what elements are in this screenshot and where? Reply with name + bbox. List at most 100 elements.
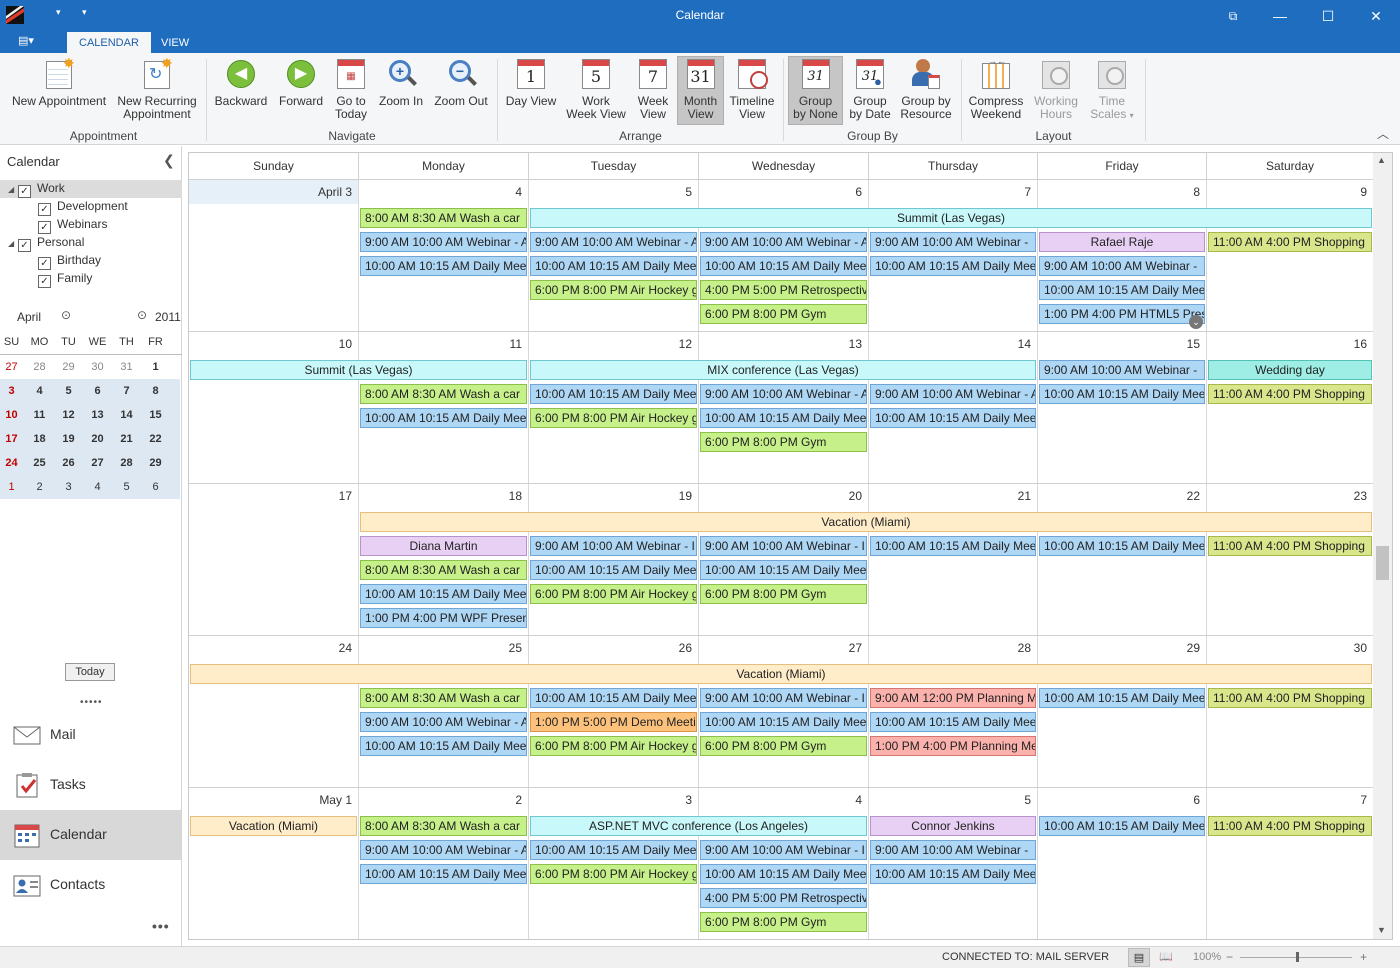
appointment[interactable]: 11:00 AM 4:00 PM Shopping [1208, 688, 1372, 708]
scrollbar-thumb[interactable] [1376, 546, 1389, 580]
appointment[interactable]: 10:00 AM 10:15 AM Daily Mee [700, 408, 867, 428]
app-menu-icon[interactable]: ▤▾ [18, 35, 34, 47]
week-row[interactable] [189, 180, 1374, 332]
zoom-in-button[interactable]: + Zoom In [376, 57, 426, 108]
minical-day[interactable]: 1 [8, 481, 15, 493]
appointment[interactable]: 8:00 AM 8:30 AM Wash a car [360, 816, 527, 836]
zoom-out-button[interactable]: − Zoom Out [432, 57, 490, 108]
appointment[interactable]: 10:00 AM 10:15 AM Daily Mee [870, 712, 1036, 732]
minical-day[interactable]: 27 [5, 361, 18, 373]
day-number[interactable]: 10 [338, 337, 352, 351]
minical-day[interactable]: 21 [120, 433, 133, 445]
day-number[interactable]: 5 [1024, 793, 1031, 807]
day-number[interactable]: 15 [1186, 337, 1200, 351]
day-number[interactable]: 25 [508, 641, 522, 655]
minimize-button[interactable]: — [1273, 8, 1287, 24]
tab-view[interactable]: VIEW [161, 37, 190, 49]
appointment[interactable]: Wedding day [1208, 360, 1372, 380]
appointment[interactable]: Rafael Raje [1039, 232, 1205, 252]
minical-day[interactable]: 18 [33, 433, 46, 445]
appointment[interactable]: 10:00 AM 10:15 AM Daily Mee [530, 688, 697, 708]
appointment[interactable]: Diana Martin [360, 536, 527, 556]
day-number[interactable]: 24 [338, 641, 352, 655]
appointment[interactable]: 10:00 AM 10:15 AM Daily Mee [1039, 816, 1205, 836]
quick-access-dropdown-icon[interactable]: ▾ [56, 7, 61, 17]
checkbox-icon[interactable]: ✓ [38, 221, 51, 234]
appointment[interactable]: 8:00 AM 8:30 AM Wash a car [360, 208, 527, 228]
day-number[interactable]: 6 [855, 185, 862, 199]
maximize-button[interactable]: ☐ [1321, 8, 1335, 24]
nav-contacts[interactable]: Contacts [0, 860, 181, 910]
minical-day[interactable]: 28 [120, 457, 133, 469]
week-view-button[interactable]: 7 Week View [633, 57, 673, 121]
tree-item-webinars[interactable]: ✓ Webinars [38, 215, 107, 234]
zoom-slider-knob[interactable] [1296, 952, 1299, 962]
minical-day[interactable]: 19 [62, 433, 75, 445]
day-number[interactable]: 22 [1186, 489, 1200, 503]
appointment[interactable]: 6:00 PM 8:00 PM Gym [700, 584, 867, 604]
day-number[interactable]: 21 [1017, 489, 1031, 503]
new-appointment-button[interactable]: ✸ New Appointment [10, 56, 108, 108]
appointment[interactable]: 9:00 AM 10:00 AM Webinar - A [700, 384, 867, 404]
scroll-down-icon[interactable]: ▼ [1377, 925, 1386, 935]
appointment[interactable]: 11:00 AM 4:00 PM Shopping [1208, 384, 1372, 404]
scroll-up-icon[interactable]: ▲ [1377, 155, 1386, 165]
day-number[interactable]: 13 [848, 337, 862, 351]
appointment[interactable]: 10:00 AM 10:15 AM Daily Mee [1039, 688, 1205, 708]
checkbox-icon[interactable]: ✓ [18, 239, 31, 252]
minical-day[interactable]: 8 [152, 385, 159, 397]
minical-day[interactable]: 10 [5, 409, 18, 421]
appointment[interactable]: 8:00 AM 8:30 AM Wash a car [360, 688, 527, 708]
appointment[interactable]: 10:00 AM 10:15 AM Daily Mee [870, 408, 1036, 428]
minical-day[interactable]: 30 [91, 361, 104, 373]
new-recurring-appointment-button[interactable]: ↻ ✸ New Recurring Appointment [112, 56, 202, 121]
day-number[interactable]: 7 [1360, 793, 1367, 807]
more-options-icon[interactable]: ••• [152, 918, 170, 934]
checkbox-icon[interactable]: ✓ [38, 257, 51, 270]
appointment[interactable]: 9:00 AM 10:00 AM Webinar - I [700, 840, 867, 860]
appointment[interactable]: Vacation (Miami) [360, 512, 1372, 532]
minical-day[interactable]: 7 [123, 385, 130, 397]
tree-item-work[interactable]: ◢ ✓ Work [8, 179, 65, 198]
minical-day[interactable]: 3 [65, 481, 72, 493]
day-number[interactable]: 28 [1017, 641, 1031, 655]
appointment[interactable]: 9:00 AM 10:00 AM Webinar - [870, 840, 1036, 860]
day-view-button[interactable]: 1 Day View [505, 57, 557, 108]
minical-day[interactable]: 14 [120, 409, 133, 421]
backward-button[interactable]: ◀ Backward [212, 57, 270, 108]
month-view-button[interactable]: 31 Month View [677, 56, 724, 125]
appointment[interactable]: 9:00 AM 12:00 PM Planning M [870, 688, 1036, 708]
appointment[interactable]: Vacation (Miami) [190, 816, 357, 836]
appointment[interactable]: 6:00 PM 8:00 PM Air Hockey g [530, 280, 697, 300]
minical-day[interactable]: 11 [33, 409, 46, 421]
appointment[interactable]: 6:00 PM 8:00 PM Gym [700, 432, 867, 452]
appointment[interactable]: 9:00 AM 10:00 AM Webinar - A [530, 232, 697, 252]
appointment[interactable]: 10:00 AM 10:15 AM Daily Mee [1039, 280, 1205, 300]
go-to-today-button[interactable]: ▦ Go to Today [330, 57, 372, 121]
day-number[interactable]: 19 [678, 489, 692, 503]
appointment[interactable]: 9:00 AM 10:00 AM Webinar - A [360, 840, 527, 860]
appointment[interactable]: 6:00 PM 8:00 PM Air Hockey g [530, 864, 697, 884]
day-number[interactable]: 18 [508, 489, 522, 503]
appointment[interactable]: 10:00 AM 10:15 AM Daily Mee [360, 584, 527, 604]
minical-day[interactable]: 17 [5, 433, 18, 445]
week-row[interactable] [189, 636, 1374, 788]
appointment[interactable]: 10:00 AM 10:15 AM Daily Mee [360, 736, 527, 756]
day-number[interactable]: 12 [678, 337, 692, 351]
appointment[interactable]: 4:00 PM 5:00 PM Retrospectiv [700, 280, 867, 300]
appointment[interactable]: 1:00 PM 4:00 PM Planning Me [870, 736, 1036, 756]
appointment[interactable]: 9:00 AM 10:00 AM Webinar - [1039, 256, 1205, 276]
tree-item-family[interactable]: ✓ Family [38, 269, 92, 288]
day-number[interactable]: 30 [1353, 641, 1367, 655]
collapse-ribbon-icon[interactable]: ︿ [1377, 127, 1390, 141]
minical-day[interactable]: 22 [149, 433, 162, 445]
minical-day[interactable]: 3 [8, 385, 15, 397]
day-number[interactable]: 26 [678, 641, 692, 655]
minical-day[interactable]: 5 [123, 481, 130, 493]
appointment[interactable]: 9:00 AM 10:00 AM Webinar - I [530, 536, 697, 556]
appointment[interactable]: 9:00 AM 10:00 AM Webinar - A [700, 232, 867, 252]
appointment[interactable]: 6:00 PM 8:00 PM Gym [700, 912, 867, 932]
checkbox-icon[interactable]: ✓ [18, 185, 31, 198]
minical-day[interactable]: 1 [152, 361, 159, 373]
nav-mail[interactable]: Mail [0, 710, 181, 760]
